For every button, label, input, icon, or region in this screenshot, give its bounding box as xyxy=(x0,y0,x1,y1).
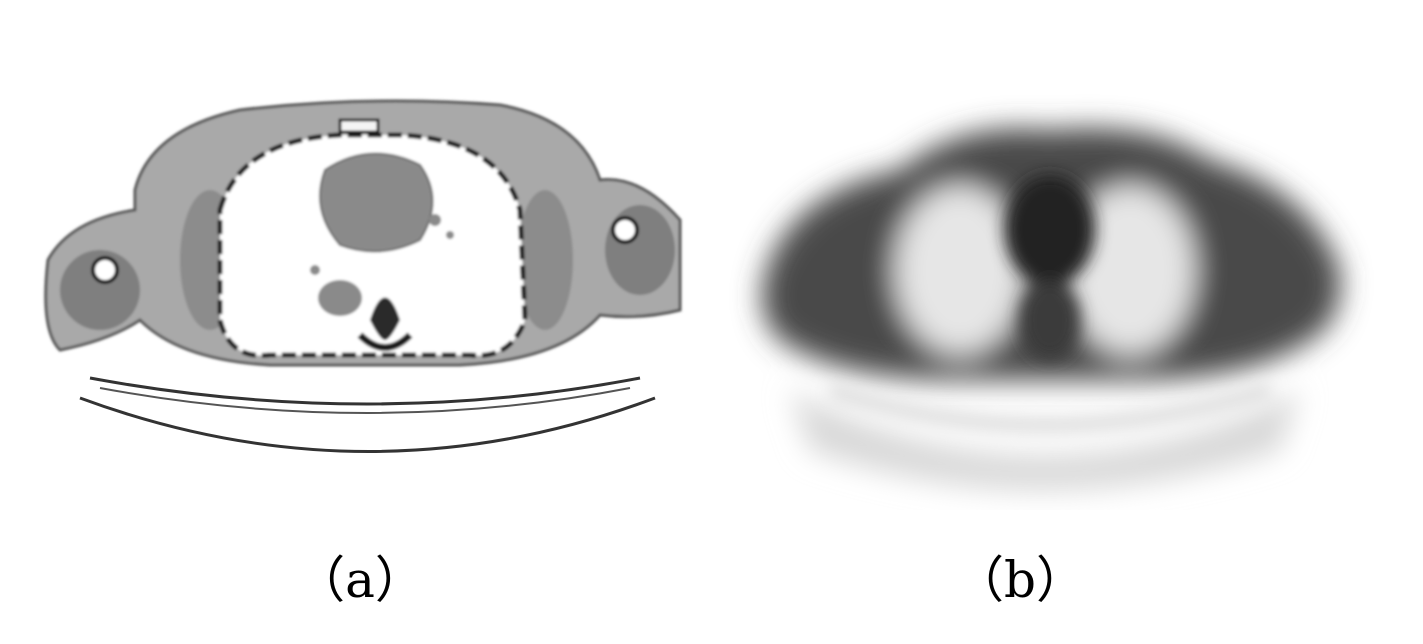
heart xyxy=(319,152,434,253)
spinal-process xyxy=(357,332,413,351)
sternum xyxy=(338,118,380,134)
scanner-table-line-upper xyxy=(89,376,641,406)
left-humerus xyxy=(91,256,119,284)
aorta xyxy=(318,280,362,316)
scanner-table-line-mid xyxy=(99,387,631,414)
pet-right-lung xyxy=(1065,185,1195,355)
figure-panel-a: （a） xyxy=(44,99,682,609)
left-arm-muscle xyxy=(60,250,140,330)
ct-scan-image xyxy=(44,99,682,453)
pet-scan-image xyxy=(762,128,1341,490)
panel-b-caption: （b） xyxy=(953,551,1086,609)
pet-heart xyxy=(1005,175,1095,285)
scanner-table-line-lower xyxy=(79,396,656,453)
right-arm-muscle xyxy=(605,205,675,295)
pet-spine xyxy=(1020,280,1080,360)
vertebra xyxy=(370,297,400,340)
right-pectoral xyxy=(517,190,573,330)
panel-a-caption: （a） xyxy=(295,551,425,609)
figure-panel-b: （b） xyxy=(700,0,1423,644)
pet-table-region xyxy=(790,390,1300,490)
pet-left-lung xyxy=(895,185,1025,355)
right-humerus xyxy=(611,216,639,244)
